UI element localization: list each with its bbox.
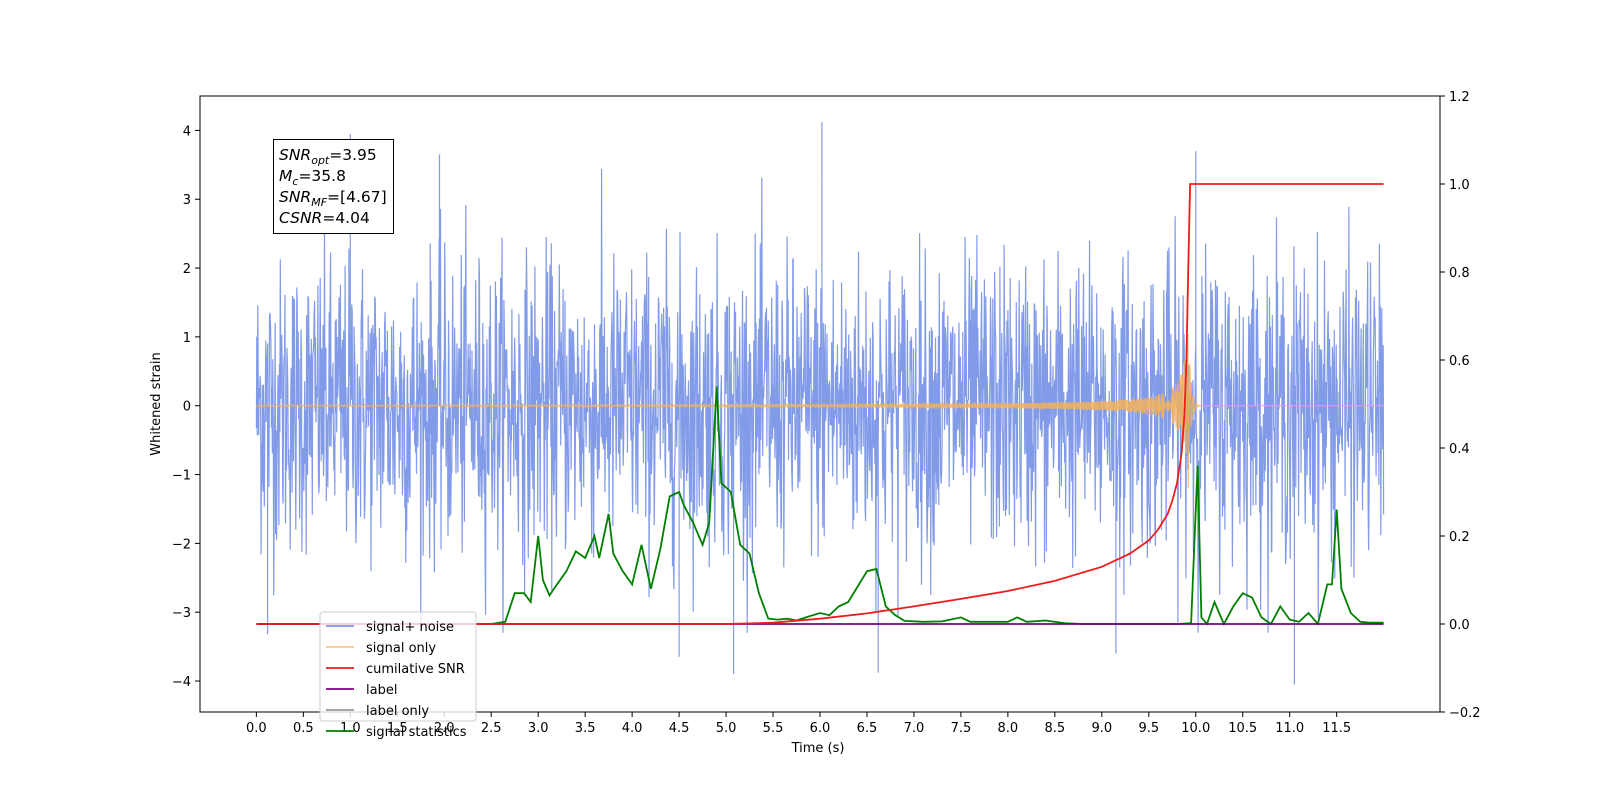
x-axis-label: Time (s) xyxy=(791,741,845,756)
legend: signal+ noise signal only cumilative SNR la… xyxy=(319,611,477,740)
x-tick-label: 5.5 xyxy=(763,721,784,736)
x-tick-label: 5.0 xyxy=(716,721,737,736)
y2-tick-label: 0.0 xyxy=(1449,618,1470,633)
signal-statistics-line xyxy=(256,386,1384,627)
x-tick-label: 9.5 xyxy=(1138,721,1159,736)
y-tick-label: 0 xyxy=(183,400,191,415)
y-axis-label: Whitened strain xyxy=(149,352,164,455)
x-tick-label: 6.5 xyxy=(857,721,878,736)
x-tick-label: 4.5 xyxy=(669,721,690,736)
x-tick-label: 10.0 xyxy=(1181,721,1210,736)
csnr-text: CSNR=4.04 xyxy=(279,209,370,227)
x-tick-label: 7.5 xyxy=(951,721,972,736)
legend-label: cumilative SNR xyxy=(366,662,465,677)
y-tick-label: −2 xyxy=(172,537,191,552)
x-tick-label: 2.0 xyxy=(434,721,455,736)
x-axis: 0.0 0.5 1.0 1.5 2.0 2.5 3.0 3.5 4.0 4.5 5.0 5.5 6.0 6… xyxy=(246,712,1351,736)
x-tick-label: 8.0 xyxy=(998,721,1019,736)
x-tick-label: 9.0 xyxy=(1091,721,1112,736)
y-tick-label: 1 xyxy=(183,331,191,346)
y-tick-label: 4 xyxy=(183,124,191,139)
legend-label: label xyxy=(366,683,397,698)
y-tick-label: −3 xyxy=(172,606,191,621)
x-tick-label: 2.5 xyxy=(481,721,502,736)
y-tick-label: 2 xyxy=(183,262,191,277)
x-tick-label: 11.5 xyxy=(1322,721,1351,736)
snr-opt-text: SNRopt=3.95 xyxy=(279,146,377,167)
x-tick-label: 3.0 xyxy=(528,721,549,736)
y2-tick-label: 0.8 xyxy=(1449,266,1470,281)
x-tick-label: 0.0 xyxy=(246,721,267,736)
legend-label: signal+ noise xyxy=(366,620,454,635)
legend-frame xyxy=(319,611,477,722)
legend-label: signal only xyxy=(366,641,436,656)
y-tick-label: −1 xyxy=(172,469,191,484)
signal-only-series xyxy=(255,333,1384,489)
legend-label: label only xyxy=(366,704,429,719)
chirp-mass-text: Mc=35.8 xyxy=(279,167,346,188)
y-tick-label: −4 xyxy=(172,675,191,690)
x-tick-label: 8.5 xyxy=(1045,721,1066,736)
x-tick-label: 7.0 xyxy=(904,721,925,736)
x-tick-label: 3.5 xyxy=(575,721,596,736)
signal-plus-noise-series xyxy=(255,122,1385,685)
cumulative-snr-line xyxy=(256,183,1384,625)
y2-tick-label: 1.0 xyxy=(1449,178,1470,193)
x-tick-label: 1.0 xyxy=(340,721,361,736)
y2-tick-label: 1.2 xyxy=(1449,90,1470,105)
y2-tick-label: −0.2 xyxy=(1449,706,1481,721)
x-tick-label: 10.5 xyxy=(1228,721,1257,736)
metrics-annotation-box: SNRopt=3.95 Mc=35.8 SNRMF=[4.67] CSNR=4.… xyxy=(273,139,394,234)
y-tick-label: 3 xyxy=(183,193,191,208)
y2-tick-label: 0.2 xyxy=(1449,530,1470,545)
y-axis-left: −4 −3 −2 −1 0 1 2 3 4 xyxy=(172,124,200,690)
signal-plus-noise-line xyxy=(255,122,1385,685)
signal-only-line xyxy=(255,333,1384,489)
y2-tick-label: 0.6 xyxy=(1449,354,1470,369)
x-tick-label: 11.0 xyxy=(1275,721,1304,736)
x-tick-label: 1.5 xyxy=(387,721,408,736)
x-tick-label: 4.0 xyxy=(622,721,643,736)
x-tick-label: 6.0 xyxy=(810,721,831,736)
y-axis-right: −0.2 0.0 0.2 0.4 0.6 0.8 1.0 1.2 xyxy=(1440,90,1481,721)
y2-tick-label: 0.4 xyxy=(1449,442,1470,457)
legend-label: signal statistics xyxy=(366,725,467,740)
x-tick-label: 0.5 xyxy=(293,721,314,736)
snr-mf-text: SNRMF=[4.67] xyxy=(279,188,387,209)
